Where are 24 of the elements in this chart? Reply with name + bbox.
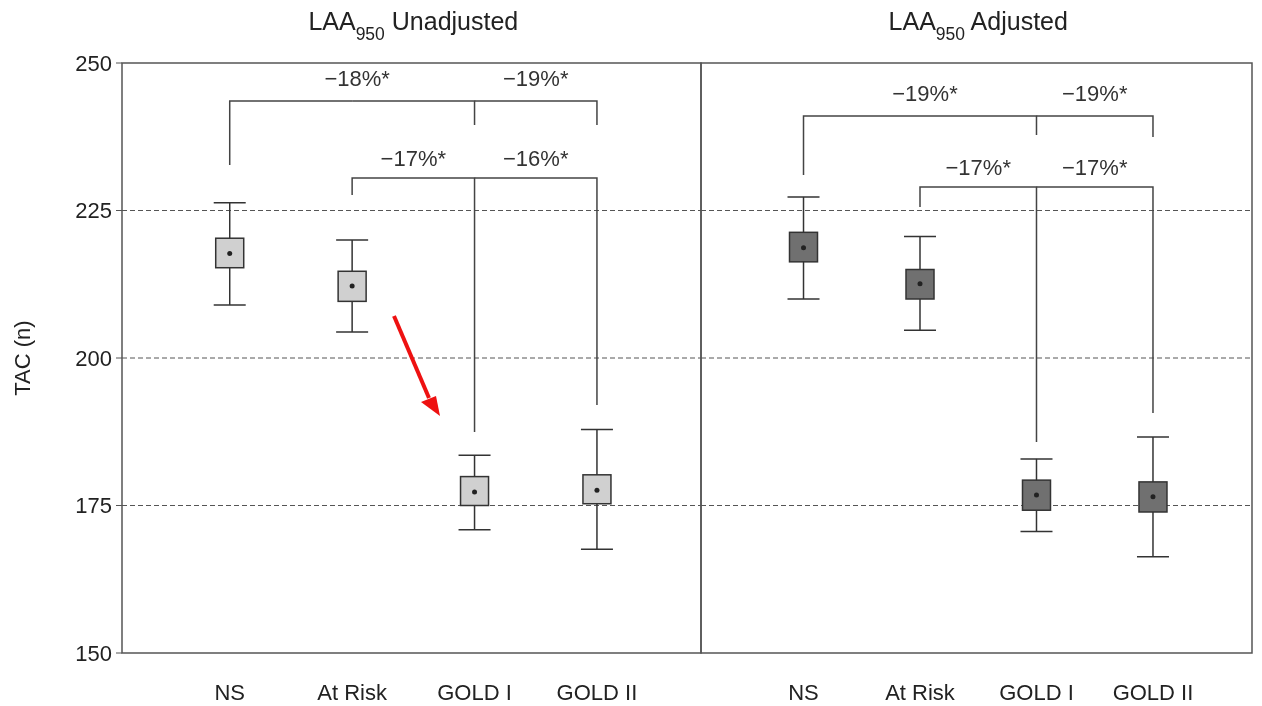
- x-tick-label: At Risk: [885, 680, 956, 705]
- y-axis-title: TAC (n): [10, 320, 35, 396]
- annotation: −17%*: [1062, 155, 1128, 180]
- x-tick-label: NS: [214, 680, 245, 705]
- annotation: −17%*: [945, 155, 1012, 180]
- annotation: −18%*: [324, 66, 391, 91]
- chart-title: LAA$_{950}$ Unadjusted: [308, 7, 519, 44]
- y-tick-label: 225: [75, 198, 112, 224]
- annotation: −19%*: [1062, 81, 1128, 106]
- y-tick-label: 150: [75, 640, 112, 666]
- annotation: −19%*: [503, 66, 569, 91]
- x-tick-label: At Risk: [317, 680, 388, 705]
- x-tick-label: GOLD I: [999, 680, 1074, 705]
- x-tick-label: GOLD II: [556, 680, 638, 705]
- y-tick-label: 175: [75, 493, 112, 519]
- x-tick-label: NS: [788, 680, 819, 705]
- x-tick-label: GOLD II: [1112, 680, 1194, 705]
- annotation: −19%*: [892, 81, 959, 106]
- chart-title: LAA$_{950}$ Adjusted: [888, 7, 1068, 44]
- annotation: −16%*: [503, 146, 569, 171]
- y-tick-label: 200: [75, 345, 112, 371]
- x-tick-label: GOLD I: [437, 680, 512, 705]
- annotation: −17%*: [380, 146, 447, 171]
- y-tick-label: 250: [75, 50, 112, 76]
